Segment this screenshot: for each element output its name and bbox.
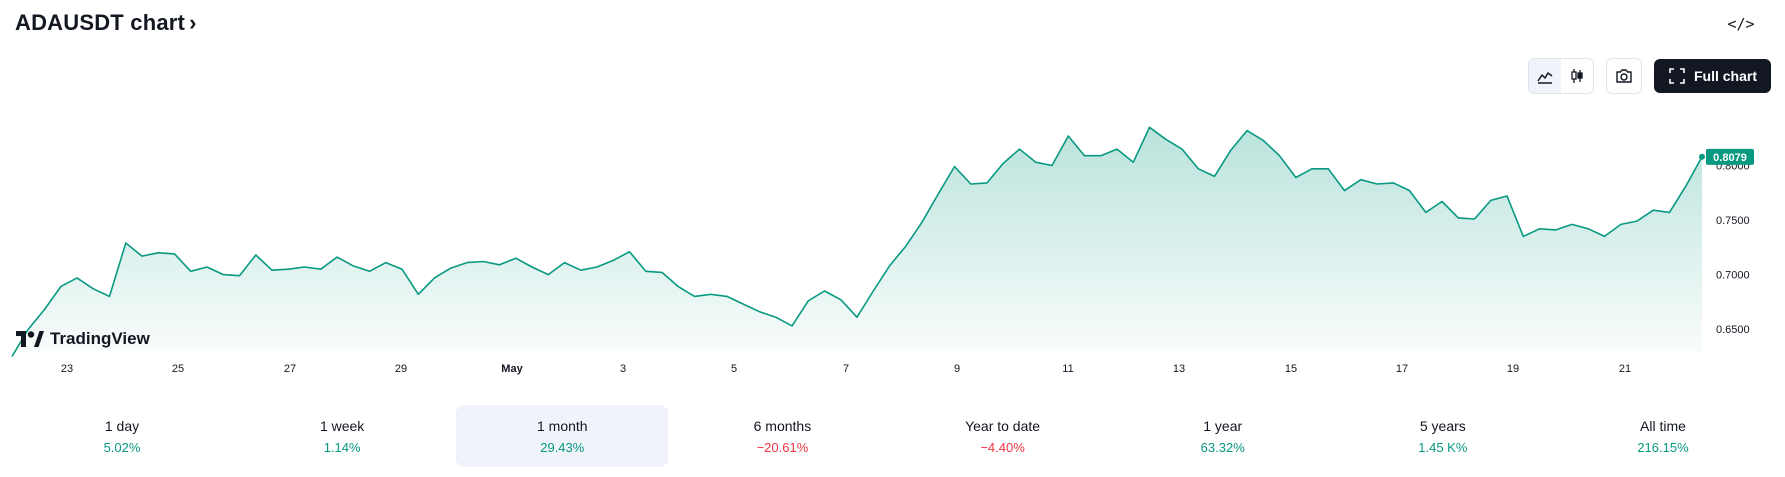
x-tick-label: 13 xyxy=(1173,363,1185,375)
tradingview-logo: TradingView xyxy=(16,329,150,349)
period-label: 1 year xyxy=(1203,417,1243,434)
x-tick-label: 23 xyxy=(61,363,73,375)
y-tick-label: 0.7500 xyxy=(1716,215,1750,227)
period-label: 5 years xyxy=(1419,417,1466,434)
period-6-months[interactable]: 6 months −20.61% xyxy=(676,405,888,467)
last-price-label: 0.8079 xyxy=(1713,152,1747,164)
area-style-button[interactable] xyxy=(1528,59,1561,93)
period-change: 29.43% xyxy=(540,439,585,455)
x-tick-label: 21 xyxy=(1619,363,1631,375)
x-tick-label: 7 xyxy=(843,363,849,375)
period-change: 63.32% xyxy=(1200,439,1245,455)
full-chart-label: Full chart xyxy=(1693,68,1757,84)
candles-style-button[interactable] xyxy=(1561,59,1593,93)
x-tick-label: May xyxy=(501,363,523,375)
performance-periods: 1 day 5.02% 1 week 1.14% 1 month 29.43% … xyxy=(16,405,1769,467)
period-year-to-date[interactable]: Year to date −4.40% xyxy=(897,405,1109,467)
period-1-week[interactable]: 1 week 1.14% xyxy=(236,405,448,467)
chevron-right-icon: › xyxy=(189,10,197,35)
chart-title: ADAUSDT chart xyxy=(15,10,186,35)
x-tick-label: 25 xyxy=(172,363,184,375)
period-label: Year to date xyxy=(965,417,1041,434)
code-icon: </> xyxy=(1727,15,1755,33)
period-5-years[interactable]: 5 years 1.45 K% xyxy=(1337,405,1549,467)
last-price-badge xyxy=(1706,148,1754,165)
x-tick-label: 19 xyxy=(1507,363,1519,375)
price-chart[interactable]: 23 25 27 29 May 3 5 7 9 11 13 15 17 19 21 0.6500 0.7000… xyxy=(0,0,1785,400)
snapshot-button[interactable] xyxy=(1605,58,1642,94)
period-1-day[interactable]: 1 day 5.02% xyxy=(16,405,228,467)
price-area-fill xyxy=(12,127,1702,357)
x-tick-label: 11 xyxy=(1062,363,1073,375)
camera-icon xyxy=(1616,69,1632,83)
period-change: 216.15% xyxy=(1637,439,1689,455)
period-label: 1 month xyxy=(536,417,588,434)
period-all-time[interactable]: All time 216.15% xyxy=(1557,405,1769,467)
x-tick-label: 17 xyxy=(1396,363,1408,375)
period-change: 1.45 K% xyxy=(1418,439,1468,455)
candlestick-icon xyxy=(1571,69,1583,83)
chart-style-switcher xyxy=(1527,58,1594,94)
embed-code-button[interactable]: </> xyxy=(1725,10,1757,38)
period-1-year[interactable]: 1 year 63.32% xyxy=(1117,405,1329,467)
y-tick-label: 0.6500 xyxy=(1716,324,1750,336)
x-tick-label: 29 xyxy=(395,363,407,375)
x-tick-label: 3 xyxy=(620,363,626,375)
x-tick-label: 15 xyxy=(1285,363,1297,375)
x-tick-label: 27 xyxy=(284,363,296,375)
period-change: −4.40% xyxy=(980,439,1025,455)
period-label: 1 day xyxy=(104,417,140,434)
period-1-month[interactable]: 1 month 29.43% xyxy=(456,405,669,467)
period-change: −20.61% xyxy=(756,439,809,455)
x-tick-label: 5 xyxy=(731,363,737,375)
area-chart-icon xyxy=(1537,72,1553,84)
full-chart-button[interactable]: Full chart xyxy=(1653,59,1771,93)
period-label: All time xyxy=(1640,417,1686,434)
tradingview-logo-icon xyxy=(16,331,44,347)
fullscreen-icon xyxy=(1669,68,1685,84)
last-price-point xyxy=(1699,153,1705,160)
chart-toolbar: Full chart xyxy=(1527,58,1771,94)
price-line xyxy=(11,126,1703,357)
period-label: 6 months xyxy=(753,417,812,434)
period-change: 1.14% xyxy=(323,439,361,455)
chart-title-link[interactable]: ADAUSDT chart › xyxy=(15,10,197,36)
tradingview-logo-text: TradingView xyxy=(50,329,150,348)
period-label: 1 week xyxy=(319,417,365,434)
x-tick-label: 9 xyxy=(954,363,960,375)
y-tick-label: 0.7000 xyxy=(1716,270,1750,282)
period-change: 5.02% xyxy=(103,439,141,455)
